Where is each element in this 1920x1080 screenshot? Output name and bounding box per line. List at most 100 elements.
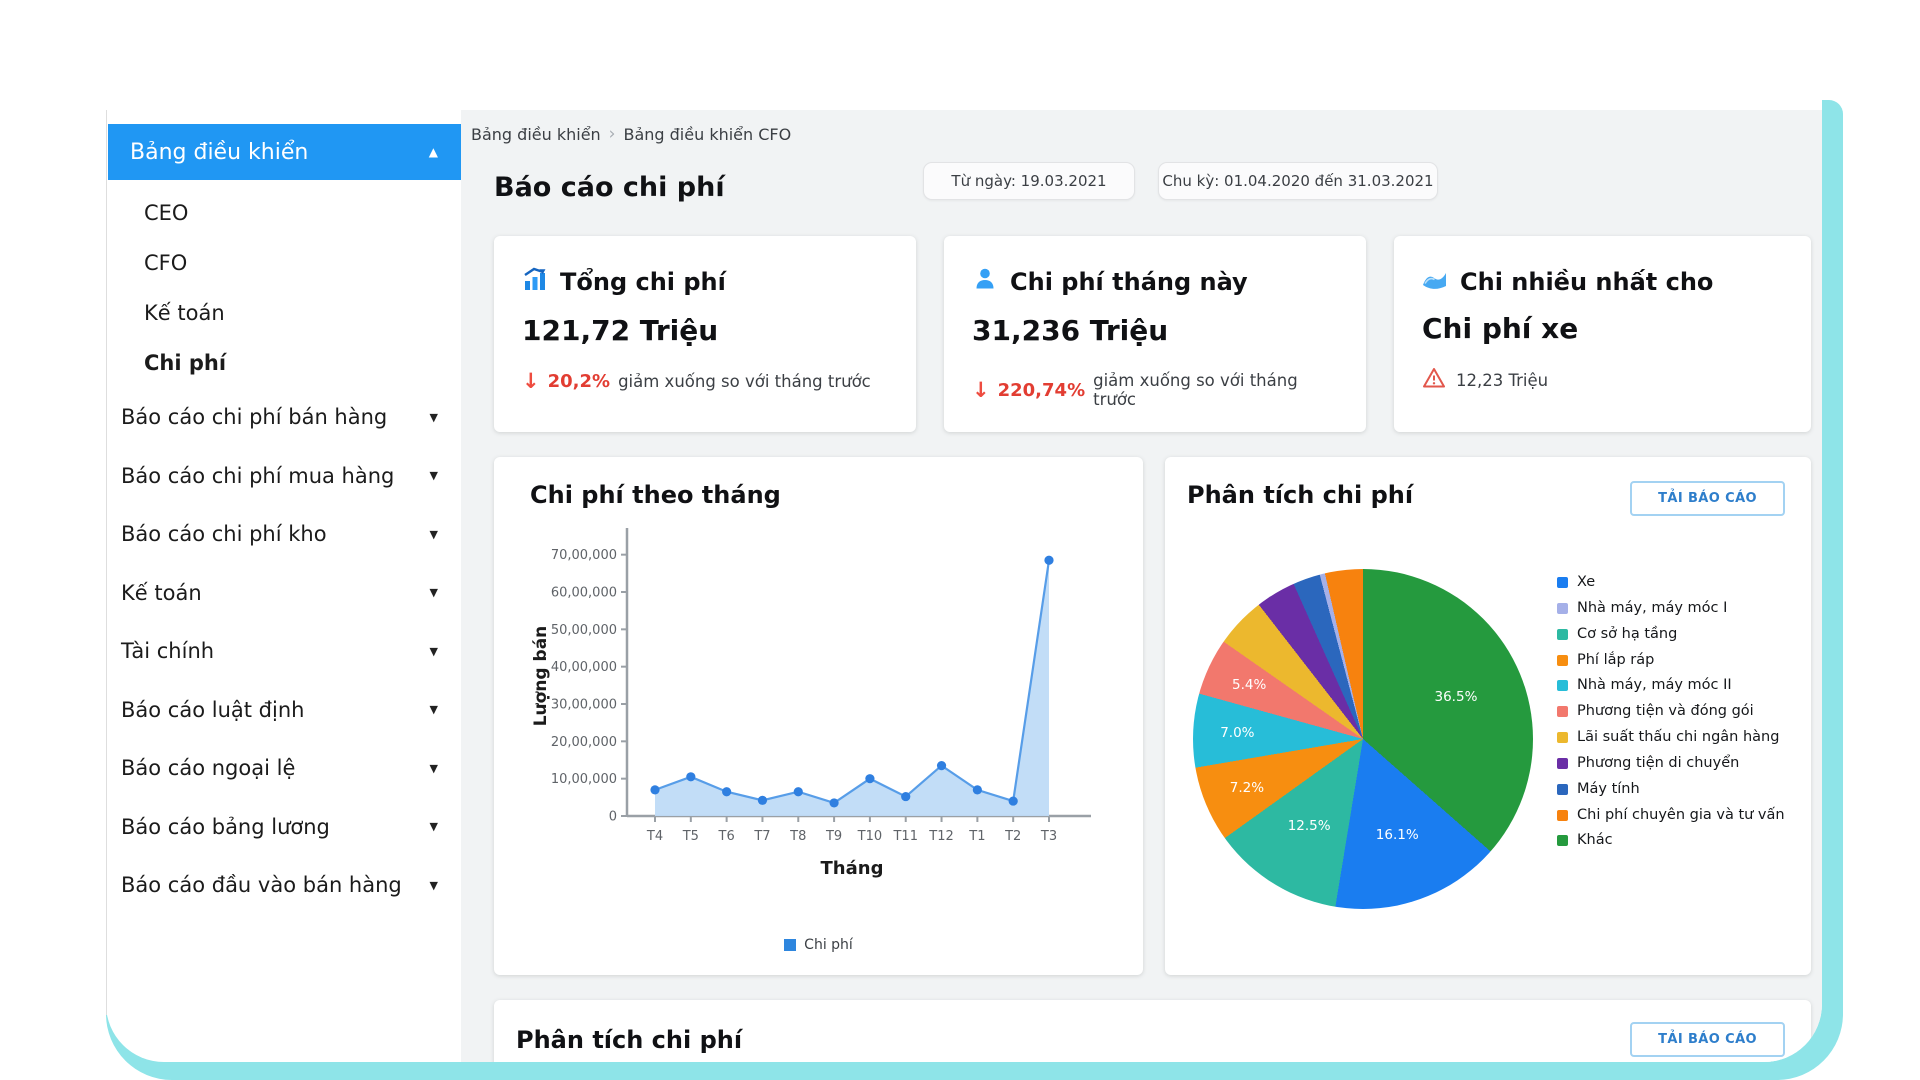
breadcrumb-separator-icon: › (608, 124, 616, 144)
sidebar: Bảng điều khiển ▲ CEO CFO Kế toán Chi phí B… (106, 110, 462, 1015)
legend-label: Phí lắp ráp (1577, 651, 1655, 668)
svg-text:T4: T4 (646, 829, 663, 844)
sidebar-item-ke-toan[interactable]: Kế toán ▼ (108, 564, 462, 623)
kpi-delta-percent: 20,2% (547, 371, 611, 392)
kpi-card-total-expense: Tổng chi phí 121,72 Triệu ↓ 20,2% giảm x… (494, 236, 916, 432)
chevron-down-icon: ▼ (429, 878, 438, 892)
svg-text:0: 0 (609, 810, 617, 825)
sidebar-item-bao-cao-ngoai-le[interactable]: Báo cáo ngoại lệ ▼ (108, 739, 462, 798)
sidebar-item-chi-phi[interactable]: Chi phí (144, 351, 227, 375)
sidebar-item-label: Báo cáo chi phí kho (121, 522, 327, 547)
kpi-title: Chi phí tháng này (1010, 268, 1248, 296)
svg-text:T8: T8 (789, 829, 806, 844)
sidebar-item-bao-cao-chi-phi-kho[interactable]: Báo cáo chi phí kho ▼ (108, 505, 462, 564)
legend-swatch (1557, 628, 1568, 640)
sidebar-header-dashboard[interactable]: Bảng điều khiển ▲ (108, 124, 462, 180)
kpi-delta-percent: 220,74% (997, 379, 1086, 401)
pie-slice-label: 5.4% (1232, 677, 1267, 694)
download-report-button[interactable]: TẢI BÁO CÁO (1630, 481, 1785, 516)
sidebar-item-label: Báo cáo chi phí mua hàng (121, 463, 395, 488)
svg-text:70,00,000: 70,00,000 (551, 548, 617, 563)
chevron-up-icon: ▲ (428, 145, 438, 159)
sidebar-item-bao-cao-chi-phi-ban-hang[interactable]: Báo cáo chi phí bán hàng ▼ (108, 388, 462, 447)
legend-swatch (1557, 706, 1568, 718)
expense-analysis-chart-card: Phân tích chi phí TẢI BÁO CÁO 36.5% 16.1%… (1165, 457, 1811, 975)
legend-swatch (1557, 732, 1568, 744)
period-field[interactable]: Chu kỳ: 01.04.2020 đến 31.03.2021 (1158, 162, 1438, 200)
sidebar-item-bao-cao-luat-dinh[interactable]: Báo cáo luật định ▼ (108, 681, 462, 740)
legend-label: Máy tính (1577, 780, 1640, 797)
sidebar-accordion-list: Báo cáo chi phí bán hàng ▼ Báo cáo chi phí… (108, 388, 462, 915)
line-chart-svg: 70,00,000 60,00,000 50,00,000 40,00,000 30,0… (531, 528, 1091, 879)
legend-item-may-tinh: Máy tính (1557, 780, 1809, 799)
legend-label: Chi phí chuyên gia và tư vấn (1577, 806, 1785, 823)
bottom-analysis-card: Phân tích chi phí TẢI BÁO CÁO (494, 1000, 1811, 1062)
kpi-title: Chi nhiều nhất cho (1460, 268, 1714, 296)
pie-legend: Xe Nhà máy, máy móc I Cơ sở hạ tầng Phí lắp… (1557, 573, 1809, 857)
chevron-down-icon: ▼ (429, 410, 438, 424)
sidebar-item-tai-chinh[interactable]: Tài chính ▼ (108, 622, 462, 681)
sidebar-menu: CEO CFO Kế toán Chi phí Báo cáo chi phí bán… (108, 188, 462, 915)
legend-item-xe: Xe (1557, 573, 1809, 592)
pie-slice-label: 36.5% (1434, 689, 1478, 706)
sidebar-sub-list: CEO CFO Kế toán Chi phí (108, 188, 462, 388)
svg-text:50,00,000: 50,00,000 (551, 623, 617, 638)
svg-text:T11: T11 (892, 829, 917, 844)
sidebar-item-label: Tài chính (121, 639, 215, 664)
legend-swatch (784, 939, 797, 951)
sidebar-item-ceo[interactable]: CEO (144, 201, 189, 225)
legend-swatch (1557, 835, 1568, 847)
sidebar-item-label: Kế toán (121, 580, 202, 605)
chevron-down-icon: ▼ (429, 761, 438, 775)
legend-item-phuong-tien-di-chuyen: Phương tiện di chuyển (1557, 754, 1809, 773)
kpi-delta-text: giảm xuống so với tháng trước (618, 372, 871, 391)
sidebar-item-ke-toan[interactable]: Kế toán (144, 301, 225, 325)
pie-slice-label: 16.1% (1375, 827, 1419, 844)
legend-label: Phương tiện di chuyển (1577, 754, 1740, 771)
sidebar-item-bao-cao-bang-luong[interactable]: Báo cáo bảng lương ▼ (108, 798, 462, 857)
sidebar-item-bao-cao-dau-vao-ban-hang[interactable]: Báo cáo đầu vào bán hàng ▼ (108, 856, 462, 915)
sidebar-header-label: Bảng điều khiển (130, 139, 309, 165)
legend-item-co-so-ha-tang: Cơ sở hạ tầng (1557, 625, 1809, 644)
legend-label: Chi phí (804, 937, 853, 953)
legend-label: Nhà máy, máy móc II (1577, 677, 1732, 694)
legend-swatch (1557, 577, 1568, 588)
svg-text:T5: T5 (682, 829, 699, 844)
sidebar-item-cfo[interactable]: CFO (144, 251, 188, 275)
svg-text:T7: T7 (753, 829, 770, 844)
chart-increasing-icon (522, 266, 548, 298)
breadcrumb: Bảng điều khiển › Bảng điều khiển CFO (471, 124, 791, 144)
line-chart-title: Chi phí theo tháng (530, 481, 781, 509)
chevron-down-icon: ▼ (429, 469, 438, 483)
svg-text:20,00,000: 20,00,000 (551, 735, 617, 750)
svg-text:T10: T10 (857, 829, 882, 844)
legend-swatch (1557, 783, 1568, 795)
legend-label: Cơ sở hạ tầng (1577, 625, 1678, 642)
pie-slice-label: 7.0% (1220, 724, 1255, 741)
svg-text:30,00,000: 30,00,000 (551, 698, 617, 713)
legend-swatch (1557, 654, 1568, 666)
sidebar-item-bao-cao-chi-phi-mua-hang[interactable]: Báo cáo chi phí mua hàng ▼ (108, 447, 462, 506)
kpi-title: Tổng chi phí (560, 268, 726, 296)
main-content: Bảng điều khiển › Bảng điều khiển CFO Bá… (461, 110, 1822, 1062)
sidebar-item-label: Báo cáo ngoại lệ (121, 756, 296, 781)
legend-label: Xe (1577, 574, 1596, 590)
chevron-down-icon: ▼ (429, 644, 438, 658)
kpi-value: 121,72 Triệu (522, 314, 719, 347)
svg-text:T2: T2 (1004, 829, 1021, 844)
svg-text:10,00,000: 10,00,000 (551, 772, 617, 787)
sidebar-item-label: Báo cáo đầu vào bán hàng (121, 873, 402, 898)
svg-text:60,00,000: 60,00,000 (551, 586, 617, 601)
breadcrumb-dashboard[interactable]: Bảng điều khiển (471, 124, 601, 144)
warning-icon (1422, 367, 1446, 393)
pie-chart[interactable]: 36.5% 16.1% 12.5% 7.2% 7.0% 5.4% (1193, 569, 1533, 909)
svg-text:T1: T1 (968, 829, 985, 844)
legend-item-phuong-tien-va-dong-goi: Phương tiện và đóng gói (1557, 702, 1809, 721)
legend-label: Phương tiện và đóng gói (1577, 703, 1754, 720)
download-report-button-bottom[interactable]: TẢI BÁO CÁO (1630, 1022, 1785, 1057)
wave-icon (1422, 266, 1448, 298)
chevron-down-icon: ▼ (429, 703, 438, 717)
chevron-down-icon: ▼ (429, 586, 438, 600)
date-from-field[interactable]: Từ ngày: 19.03.2021 (923, 162, 1135, 200)
kpi-card-month-expense: Chi phí tháng này 31,236 Triệu ↓ 220,74%… (944, 236, 1366, 432)
